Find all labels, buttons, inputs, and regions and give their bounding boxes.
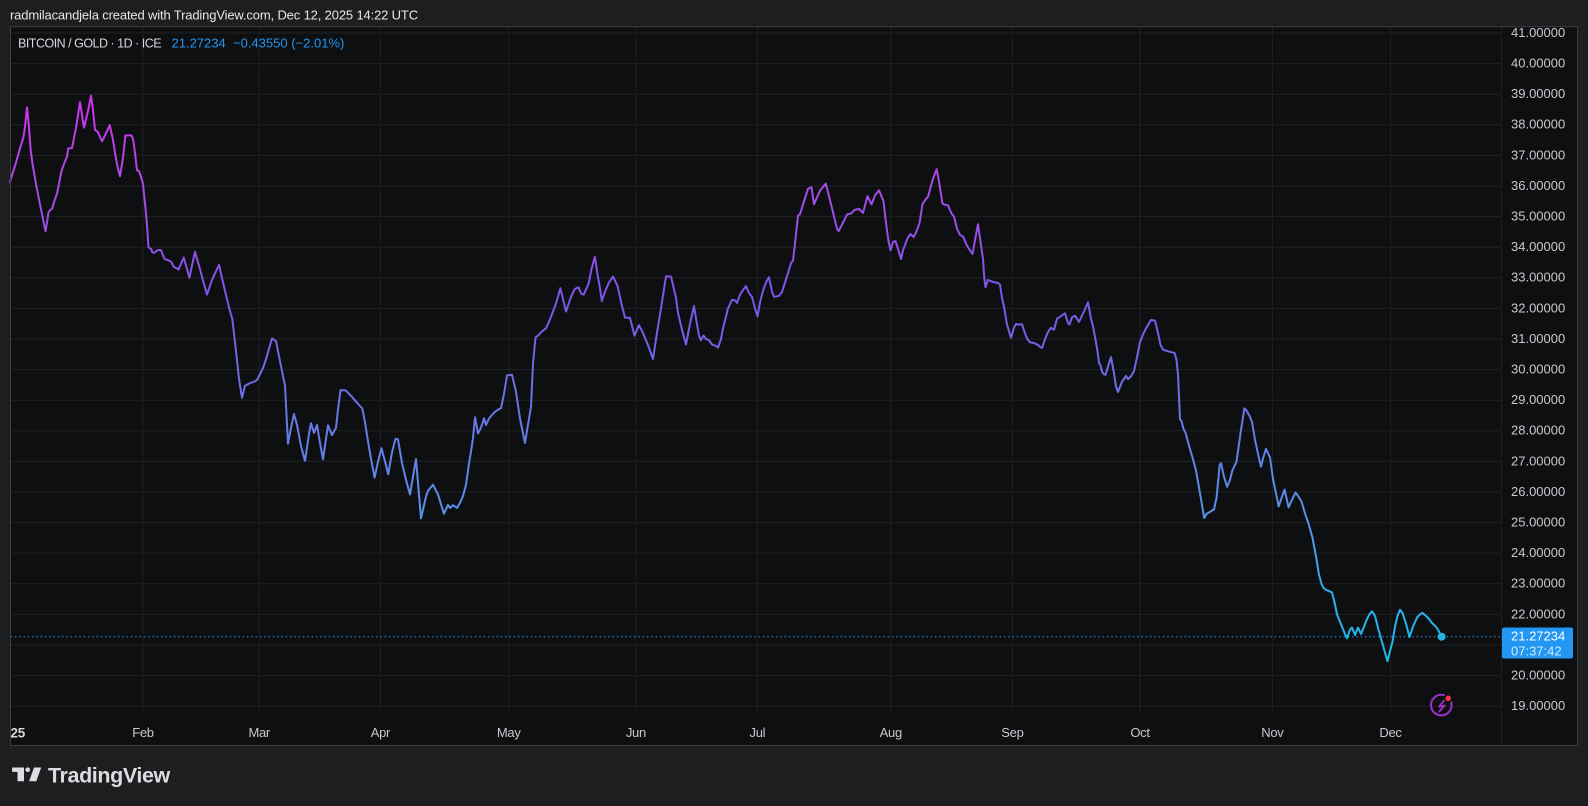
svg-text:radmilacandjela created with T: radmilacandjela created with TradingView… <box>10 8 418 23</box>
svg-text:19.00000: 19.00000 <box>1511 698 1565 713</box>
svg-text:29.00000: 29.00000 <box>1511 392 1565 407</box>
svg-text:Jun: Jun <box>626 725 646 740</box>
svg-text:28.00000: 28.00000 <box>1511 423 1565 438</box>
svg-text:38.00000: 38.00000 <box>1511 117 1565 132</box>
svg-text:26.00000: 26.00000 <box>1511 484 1565 499</box>
svg-text:Oct: Oct <box>1130 725 1150 740</box>
svg-text:20.00000: 20.00000 <box>1511 668 1565 683</box>
svg-text:Apr: Apr <box>371 725 391 740</box>
svg-text:31.00000: 31.00000 <box>1511 331 1565 346</box>
svg-text:May: May <box>497 725 521 740</box>
svg-text:Sep: Sep <box>1001 725 1023 740</box>
svg-text:25.00000: 25.00000 <box>1511 515 1565 530</box>
svg-text:30.00000: 30.00000 <box>1511 362 1565 377</box>
svg-text:39.00000: 39.00000 <box>1511 86 1565 101</box>
svg-text:24.00000: 24.00000 <box>1511 545 1565 560</box>
svg-text:27.00000: 27.00000 <box>1511 453 1565 468</box>
svg-text:33.00000: 33.00000 <box>1511 270 1565 285</box>
svg-text:21.27234: 21.27234 <box>172 36 226 51</box>
svg-text:21.27234: 21.27234 <box>1511 629 1565 644</box>
svg-text:TradingView: TradingView <box>48 764 171 788</box>
svg-text:40.00000: 40.00000 <box>1511 56 1565 71</box>
svg-text:34.00000: 34.00000 <box>1511 239 1565 254</box>
svg-text:41.00000: 41.00000 <box>1511 25 1565 40</box>
svg-text:Dec: Dec <box>1379 725 1402 740</box>
svg-text:Jul: Jul <box>750 725 766 740</box>
svg-text:22.00000: 22.00000 <box>1511 606 1565 621</box>
svg-text:36.00000: 36.00000 <box>1511 178 1565 193</box>
svg-text:25: 25 <box>11 725 26 740</box>
svg-text:Nov: Nov <box>1261 725 1284 740</box>
svg-text:37.00000: 37.00000 <box>1511 147 1565 162</box>
svg-text:Feb: Feb <box>132 725 154 740</box>
svg-text:35.00000: 35.00000 <box>1511 209 1565 224</box>
svg-text:Aug: Aug <box>880 725 902 740</box>
svg-text:BITCOIN / GOLD · 1D · ICE: BITCOIN / GOLD · 1D · ICE <box>18 37 161 51</box>
svg-text:−0.43550 (−2.01%): −0.43550 (−2.01%) <box>233 36 344 51</box>
svg-text:32.00000: 32.00000 <box>1511 300 1565 315</box>
svg-text:07:37:42: 07:37:42 <box>1511 644 1562 659</box>
svg-text:23.00000: 23.00000 <box>1511 576 1565 591</box>
svg-text:Mar: Mar <box>248 725 270 740</box>
